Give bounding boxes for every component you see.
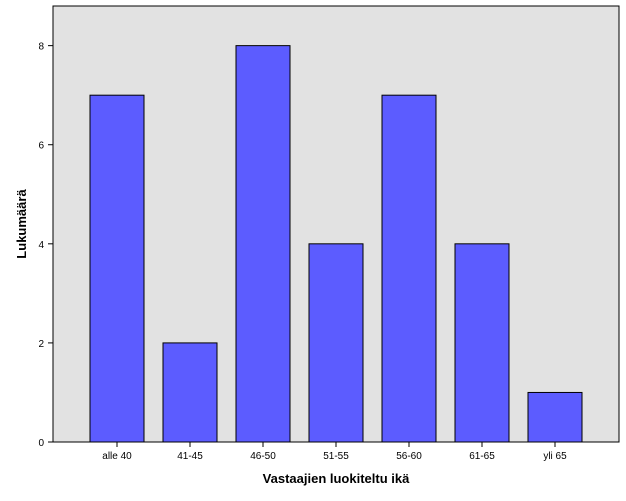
- bar-46-50: [235, 45, 291, 443]
- y-tick-label: 4: [38, 240, 44, 251]
- bar-51-55: [308, 243, 364, 443]
- y-tick-label: 8: [38, 42, 44, 53]
- x-tick-label: yli 65: [543, 451, 567, 462]
- x-tick-label: 51-55: [323, 451, 349, 462]
- x-tick-label: alle 40: [102, 451, 132, 462]
- bars: [89, 45, 583, 443]
- x-tick-label: 61-65: [469, 451, 495, 462]
- bar-61-65: [454, 243, 510, 443]
- bar-56-60: [381, 94, 437, 443]
- bar-yli-65: [527, 391, 583, 443]
- y-tick-label: 2: [38, 339, 44, 350]
- x-axis-title: Vastaajien luokiteltu ikä: [263, 471, 410, 486]
- y-axis-title: Lukumäärä: [14, 189, 29, 259]
- bar-alle-40: [89, 94, 145, 443]
- x-tick-label: 56-60: [396, 451, 422, 462]
- bar-41-45: [162, 342, 218, 443]
- y-axis: 0 2 4 6 8: [38, 42, 53, 449]
- x-axis: alle 40 41-45 46-50 51-55 56-60 61-65 yli 65: [102, 442, 567, 462]
- x-tick-label: 41-45: [177, 451, 203, 462]
- x-tick-label: 46-50: [250, 451, 276, 462]
- y-tick-label: 6: [38, 141, 44, 152]
- y-tick-label: 0: [38, 438, 44, 449]
